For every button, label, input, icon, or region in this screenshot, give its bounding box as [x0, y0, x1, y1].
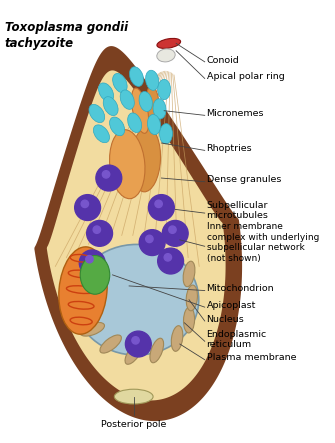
Ellipse shape [74, 245, 199, 355]
Ellipse shape [147, 114, 160, 135]
Ellipse shape [146, 70, 159, 90]
Ellipse shape [153, 99, 166, 119]
Text: Subpellicular
microtubules: Subpellicular microtubules [207, 201, 268, 220]
Ellipse shape [80, 323, 105, 336]
Ellipse shape [146, 85, 160, 127]
Ellipse shape [132, 88, 149, 133]
Circle shape [162, 221, 188, 246]
Circle shape [155, 200, 162, 208]
Ellipse shape [186, 285, 197, 311]
Ellipse shape [171, 326, 183, 351]
Ellipse shape [125, 342, 142, 364]
Ellipse shape [183, 261, 195, 287]
Circle shape [96, 165, 122, 191]
Ellipse shape [131, 127, 160, 192]
Text: Rhoptries: Rhoptries [207, 144, 252, 153]
Ellipse shape [120, 90, 134, 109]
Ellipse shape [184, 307, 195, 333]
Circle shape [148, 194, 174, 221]
Circle shape [164, 254, 172, 261]
Ellipse shape [150, 338, 163, 363]
Circle shape [132, 337, 139, 344]
Ellipse shape [158, 79, 171, 100]
Text: tachyzoite: tachyzoite [5, 37, 74, 50]
Circle shape [146, 235, 153, 243]
Text: Apicoplast: Apicoplast [207, 301, 256, 310]
Text: Mitochondrion: Mitochondrion [207, 284, 274, 293]
Ellipse shape [93, 125, 110, 143]
Text: Nucleus: Nucleus [207, 315, 244, 324]
Ellipse shape [103, 97, 118, 116]
Text: Apical polar ring: Apical polar ring [207, 72, 284, 81]
Ellipse shape [114, 389, 153, 404]
Polygon shape [47, 70, 225, 400]
Ellipse shape [128, 113, 142, 132]
Ellipse shape [157, 49, 175, 62]
Text: Micronemes: Micronemes [207, 109, 264, 118]
Circle shape [75, 194, 100, 221]
Circle shape [125, 331, 151, 357]
Ellipse shape [66, 280, 91, 292]
Circle shape [87, 221, 113, 246]
Ellipse shape [110, 130, 145, 199]
Text: Conoid: Conoid [207, 55, 239, 65]
Ellipse shape [113, 74, 127, 93]
Polygon shape [35, 46, 242, 421]
Ellipse shape [89, 105, 105, 123]
Text: Endoplasmic
reticulum: Endoplasmic reticulum [207, 330, 267, 349]
Circle shape [81, 200, 88, 208]
Circle shape [79, 250, 105, 276]
Circle shape [139, 229, 165, 256]
Circle shape [93, 226, 100, 233]
Circle shape [158, 248, 184, 274]
Ellipse shape [98, 83, 114, 101]
Circle shape [103, 171, 110, 178]
Ellipse shape [159, 124, 173, 144]
Circle shape [169, 226, 176, 233]
Circle shape [86, 256, 93, 263]
Ellipse shape [139, 92, 152, 112]
Ellipse shape [130, 67, 143, 86]
Ellipse shape [80, 256, 110, 294]
Text: Toxoplasma gondii: Toxoplasma gondii [5, 21, 128, 34]
Ellipse shape [59, 247, 107, 334]
Ellipse shape [73, 256, 97, 270]
Ellipse shape [157, 39, 181, 48]
Ellipse shape [68, 303, 94, 315]
Text: Posterior pole: Posterior pole [101, 420, 166, 429]
Ellipse shape [100, 335, 121, 353]
Text: Inner membrane
complex with underlying
subpellicular network
(not shown): Inner membrane complex with underlying s… [207, 222, 319, 263]
Ellipse shape [110, 117, 125, 136]
Text: Plasma membrane: Plasma membrane [207, 354, 296, 362]
Text: Dense granules: Dense granules [207, 175, 281, 184]
